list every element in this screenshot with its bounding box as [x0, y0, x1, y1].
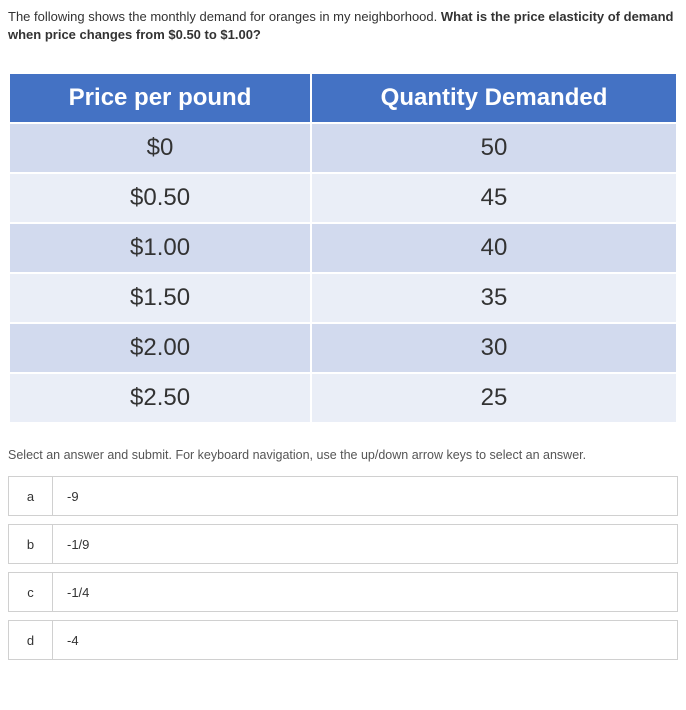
option-label: -1/9: [53, 525, 677, 563]
cell-qty: 35: [312, 274, 676, 322]
option-key: d: [9, 621, 53, 659]
cell-price: $1.00: [10, 224, 310, 272]
table-row: $2.00 30: [10, 324, 676, 372]
option-label: -4: [53, 621, 677, 659]
option-label: -1/4: [53, 573, 677, 611]
cell-qty: 25: [312, 374, 676, 422]
question-text: The following shows the monthly demand f…: [8, 8, 678, 44]
cell-price: $0: [10, 124, 310, 172]
cell-qty: 40: [312, 224, 676, 272]
table-row: $0 50: [10, 124, 676, 172]
demand-table: Price per pound Quantity Demanded $0 50 …: [8, 72, 678, 424]
instruction-text: Select an answer and submit. For keyboar…: [8, 448, 678, 462]
cell-qty: 50: [312, 124, 676, 172]
option-key: b: [9, 525, 53, 563]
option-d[interactable]: d -4: [8, 620, 678, 660]
option-key: c: [9, 573, 53, 611]
col-header-price: Price per pound: [10, 74, 310, 122]
cell-price: $2.50: [10, 374, 310, 422]
cell-price: $1.50: [10, 274, 310, 322]
answer-options: a -9 b -1/9 c -1/4 d -4: [8, 476, 678, 660]
cell-qty: 45: [312, 174, 676, 222]
option-b[interactable]: b -1/9: [8, 524, 678, 564]
option-key: a: [9, 477, 53, 515]
cell-price: $0.50: [10, 174, 310, 222]
table-row: $2.50 25: [10, 374, 676, 422]
question-intro: The following shows the monthly demand f…: [8, 9, 441, 24]
cell-price: $2.00: [10, 324, 310, 372]
table-row: $1.00 40: [10, 224, 676, 272]
col-header-qty: Quantity Demanded: [312, 74, 676, 122]
table-row: $1.50 35: [10, 274, 676, 322]
option-label: -9: [53, 477, 677, 515]
table-row: $0.50 45: [10, 174, 676, 222]
option-a[interactable]: a -9: [8, 476, 678, 516]
cell-qty: 30: [312, 324, 676, 372]
option-c[interactable]: c -1/4: [8, 572, 678, 612]
